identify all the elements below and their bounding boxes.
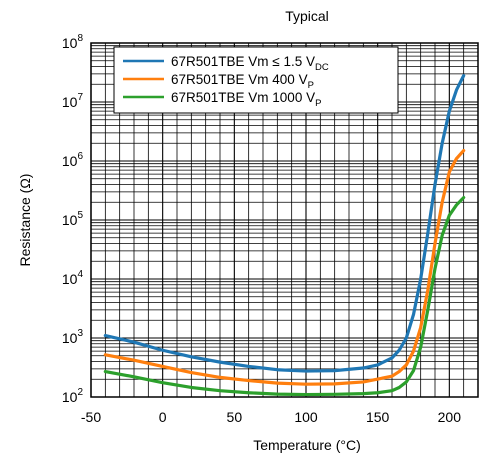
y-tick-label: 103 [62,328,84,346]
x-tick-label: 0 [159,409,167,425]
x-tick-label: 200 [438,409,462,425]
y-tick-label: 102 [62,387,84,405]
legend-label-3: 67R501TBE Vm 1000 VP [171,90,321,109]
data-series [103,74,466,397]
x-tick-labels: -50 0 50 100 150 200 [81,409,461,425]
plot-frame [90,42,479,398]
x-tick-label: 100 [294,409,318,425]
x-tick-label: -50 [81,409,101,425]
y-tick-labels: 102 103 104 105 106 107 108 [62,33,84,405]
y-tick-label: 107 [62,92,84,110]
y-tick-label: 105 [62,210,84,228]
x-tick-label: 50 [227,409,243,425]
legend-label-2: 67R501TBE Vm 400 VP [171,72,314,91]
series-line-1 [103,74,466,373]
x-tick-label: 150 [366,409,390,425]
x-axis-label: Temperature (°C) [253,437,361,453]
series-line-3 [103,195,466,397]
chart-title: Typical [285,8,329,24]
legend-label-1: 67R501TBE Vm ≤ 1.5 VDC [171,54,329,73]
y-axis-label: Resistance (Ω) [17,174,33,267]
series-line-2 [103,149,466,386]
y-tick-label: 106 [62,151,84,169]
y-tick-label: 108 [62,33,84,51]
y-tick-label: 104 [62,269,84,287]
